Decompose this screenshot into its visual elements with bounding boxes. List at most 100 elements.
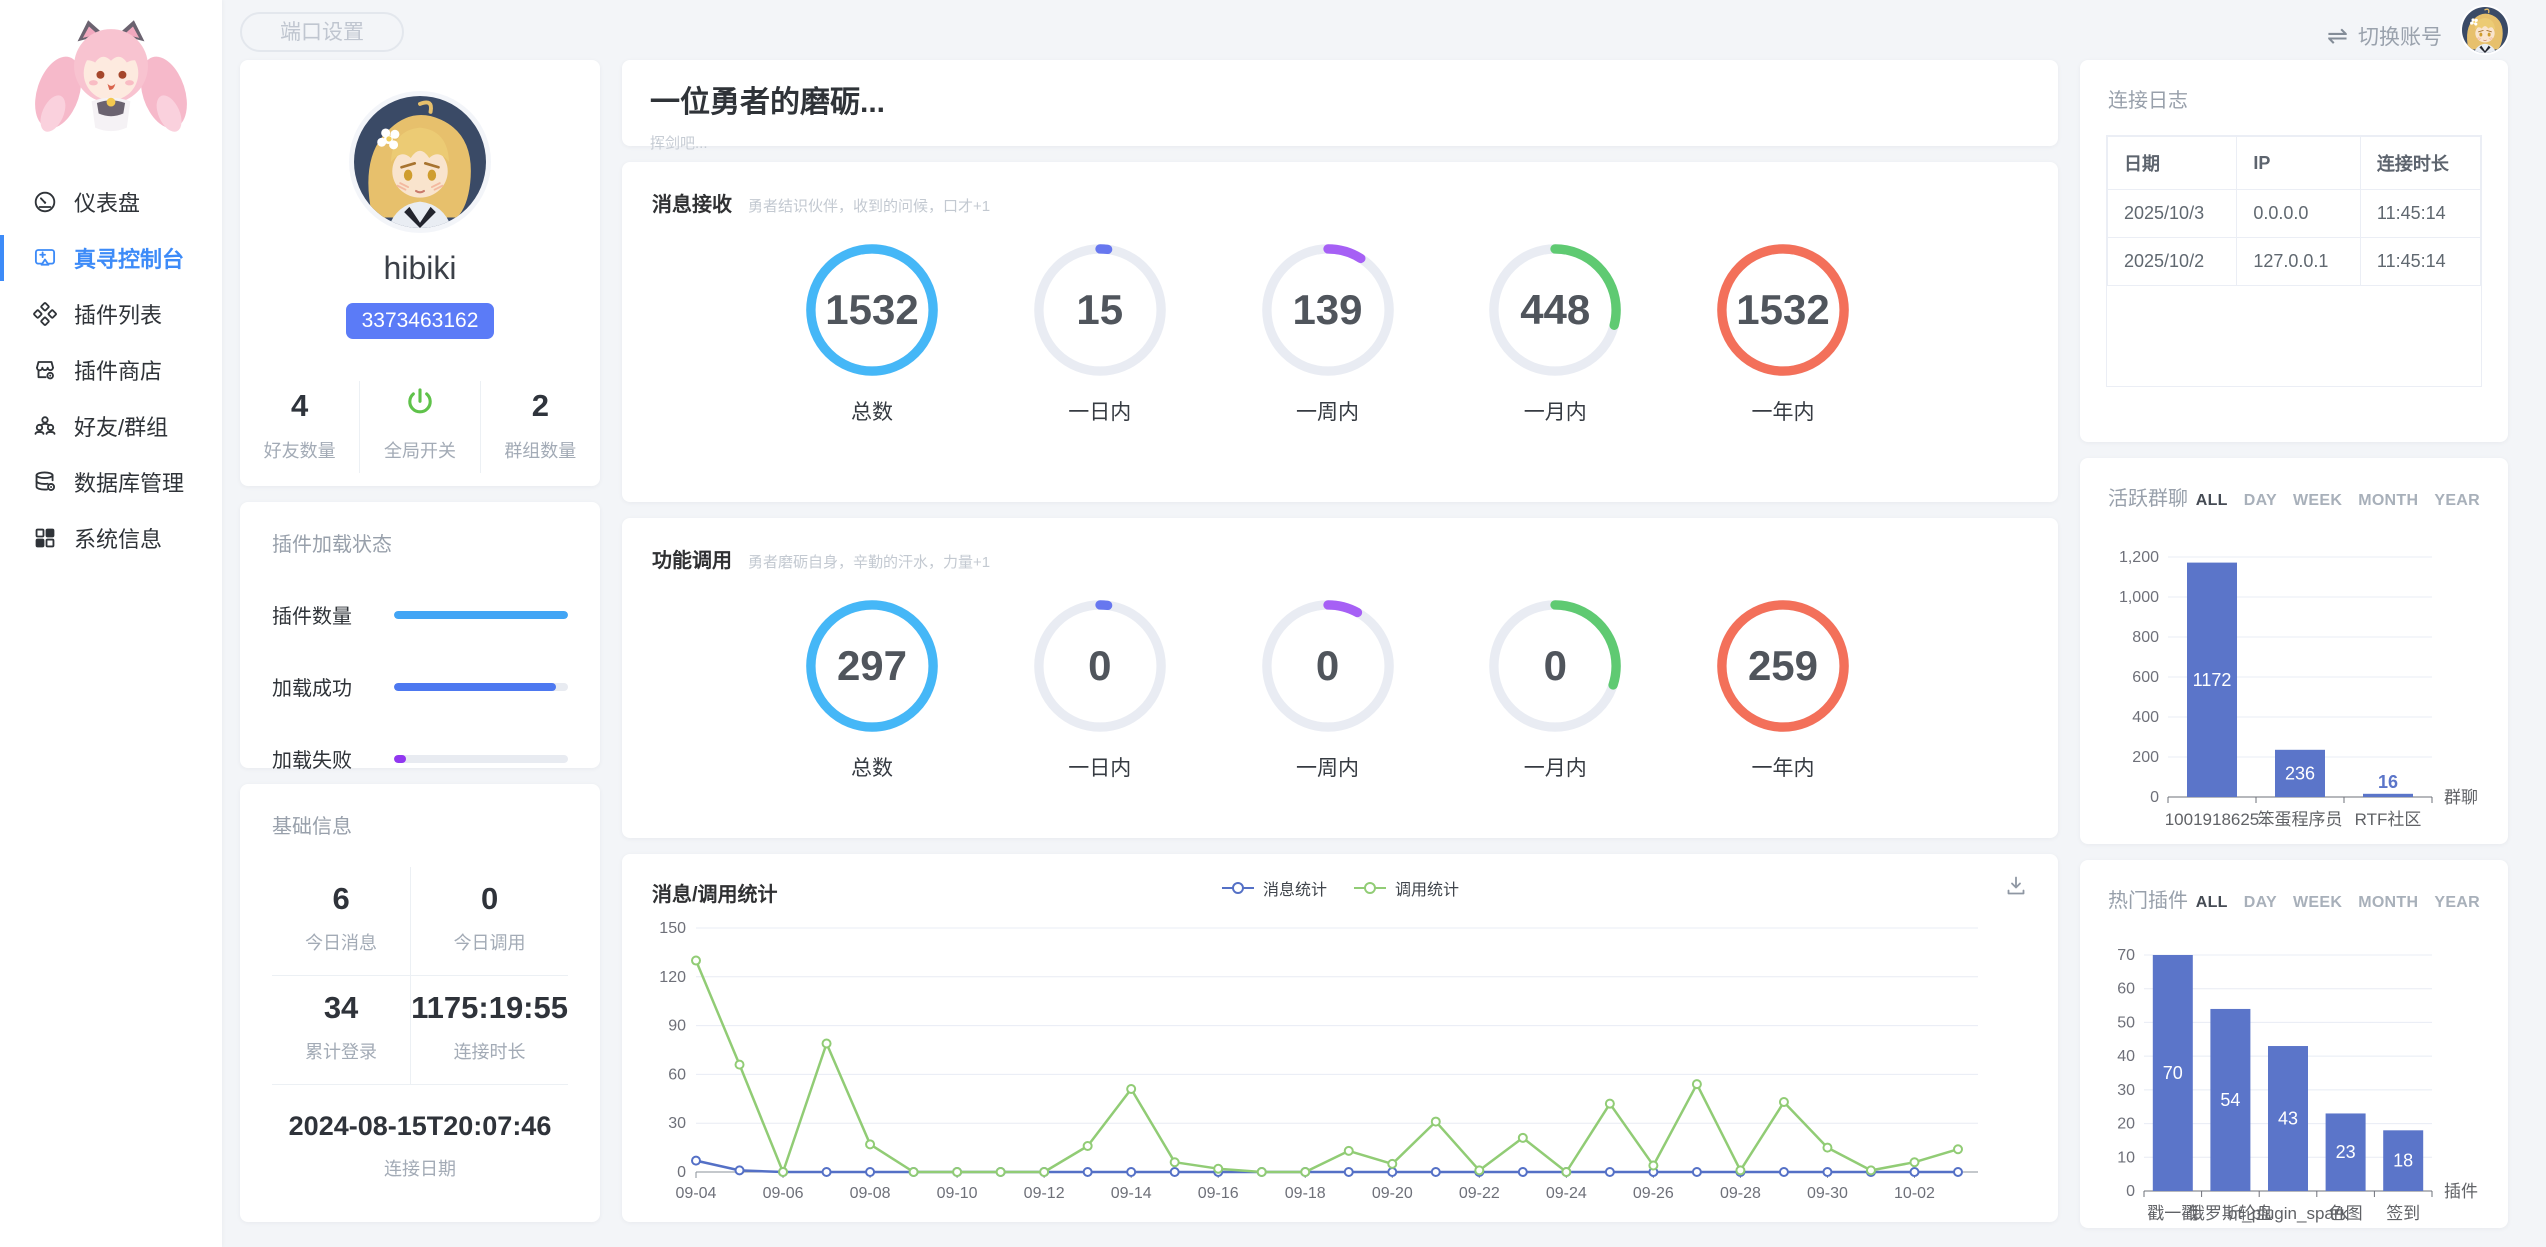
svg-text:16: 16 [2378,772,2398,792]
download-icon[interactable] [2004,874,2028,903]
switch-account-button[interactable]: ⇌ 切换账号 [2327,21,2442,51]
svg-text:23: 23 [2336,1142,2356,1162]
svg-text:18: 18 [2393,1151,2413,1171]
connection-log-title: 连接日志 [2108,90,2188,112]
svg-text:20: 20 [2117,1116,2135,1133]
sidebar-item-label: 仪表盘 [74,191,141,216]
legend-marker-icon [1221,882,1254,894]
trend-chart-title: 消息/调用统计 [652,884,778,906]
stat-ring: 448 一月内 [1475,241,1635,426]
progress-bar [394,610,568,619]
plugin-store-icon [32,357,58,383]
profile-name: hibiki [383,250,457,286]
hero-title: 一位勇者的磨砺... [650,86,886,119]
log-col-header: 连接时长 [2359,136,2481,190]
profile-stats: 4 好友数量全局开关 2 群组数量 [240,381,600,473]
tab-year[interactable]: YEAR [2434,492,2480,509]
svg-text:签到: 签到 [2386,1204,2420,1223]
sidebar-item-5[interactable]: 数据库管理 [0,454,222,510]
svg-text:插件: 插件 [2444,1182,2478,1201]
info-cell: 1175:19:55 连接时长 [411,976,568,1085]
profile-stat-2: 2 群组数量 [481,381,600,473]
table-row: 2025/10/3 0.0.0.0 11:45:14 [2107,189,2481,238]
stat-ring: 0 一日内 [1020,597,1180,782]
basic-info-grid: 6 今日消息 0 今日调用 34 累计登录 1175:19:55 连接时长 [272,867,568,1085]
global-switch[interactable]: 全局开关 [359,381,481,473]
sidebar-item-2[interactable]: 插件列表 [0,286,222,342]
legend-item[interactable]: 消息统计 [1221,876,1327,900]
plugin-list-icon [32,301,58,327]
svg-text:色图: 色图 [2329,1204,2363,1223]
svg-text:RTF社区: RTF社区 [2355,810,2422,829]
tab-month[interactable]: MONTH [2358,492,2419,509]
port-settings-button[interactable]: 端口设置 [240,12,404,52]
call-stats-title: 功能调用 [652,550,732,572]
svg-text:09-30: 09-30 [1807,1185,1848,1202]
legend-item[interactable]: 调用统计 [1353,876,1459,900]
database-icon [32,469,58,495]
sidebar-item-3[interactable]: 插件商店 [0,342,222,398]
sidebar-item-label: 好友/群组 [74,415,169,440]
tab-all[interactable]: ALL [2195,894,2228,911]
svg-text:1,000: 1,000 [2119,589,2159,606]
friends-icon [32,413,58,439]
tab-all[interactable]: ALL [2195,492,2228,509]
tab-day[interactable]: DAY [2243,894,2277,911]
svg-text:400: 400 [2132,709,2159,726]
power-icon [403,385,437,427]
tab-week[interactable]: WEEK [2292,492,2343,509]
tab-month[interactable]: MONTH [2358,894,2419,911]
message-stats-card: 消息接收 勇者结识伙伴，收到的问候，口才+1 1532 总数 15 一日内 139 一周内… [622,162,2058,502]
sidebar-item-4[interactable]: 好友/群组 [0,398,222,454]
svg-text:43: 43 [2278,1109,2298,1129]
stat-ring: 0 一月内 [1475,597,1635,782]
sidebar-item-label: 插件商店 [74,359,163,384]
svg-text:90: 90 [668,1018,686,1035]
svg-text:笨蛋程序员: 笨蛋程序员 [2258,810,2343,829]
call-stats-card: 功能调用 勇者磨砺自身，辛勤的汗水，力量+1 297 总数 0 一日内 0 一周内 0 一月内… [622,518,2058,838]
tab-week[interactable]: WEEK [2292,894,2343,911]
tab-day[interactable]: DAY [2243,492,2277,509]
sidebar-item-label: 真寻控制台 [74,247,185,272]
account-avatar[interactable] [2462,7,2508,53]
svg-text:群聊: 群聊 [2444,788,2478,807]
svg-text:0: 0 [2150,789,2159,806]
svg-text:800: 800 [2132,629,2159,646]
svg-text:40: 40 [2117,1048,2135,1065]
table-row: 2025/10/2 127.0.0.1 11:45:14 [2107,237,2481,286]
profile-stat-0: 4 好友数量 [240,381,359,473]
svg-text:236: 236 [2285,763,2315,783]
left-column: hibiki 3373463162 4 好友数量 全局开关 2 群组数量 插件加载状态 … [240,60,600,1228]
profile-stat-label: 全局开关 [383,441,456,461]
tab-year[interactable]: YEAR [2434,894,2480,911]
connect-date-label: 连接日期 [384,1159,456,1179]
svg-text:200: 200 [2132,749,2159,766]
svg-text:600: 600 [2132,669,2159,686]
status-row: 插件数量 [272,600,568,629]
svg-text:09-14: 09-14 [1111,1185,1152,1202]
info-cell: 6 今日消息 [272,867,412,976]
hot-plugins-title: 热门插件 [2108,890,2188,912]
sidebar-item-label: 插件列表 [74,303,163,328]
legend-marker-icon [1354,882,1386,894]
svg-text:1,200: 1,200 [2119,549,2159,566]
hot-plugins-card: 热门插件 ALL DAY WEEK MONTH YEAR 0 10 20 30 40 50 60 70… [2080,860,2508,1228]
sidebar-item-1[interactable]: 真寻控制台 [0,230,222,286]
sidebar-nav: 仪表盘真寻控制台插件列表插件商店好友/群组数据库管理系统信息 [0,174,222,566]
log-col-header: IP [2236,136,2361,190]
sidebar-item-0[interactable]: 仪表盘 [0,174,222,230]
svg-text:09-08: 09-08 [850,1185,891,1202]
status-row: 加载成功 [272,672,568,701]
center-column: 一位勇者的磨砺... 挥剑吧... 消息接收 勇者结识伙伴，收到的问候，口才+1… [622,60,2058,1228]
sidebar-item-6[interactable]: 系统信息 [0,510,222,566]
profile-stat-label: 群组数量 [504,441,577,461]
stat-ring: 139 一周内 [1248,241,1408,426]
sidebar-item-label: 系统信息 [74,527,163,552]
svg-text:09-18: 09-18 [1285,1185,1326,1202]
line-chart-svg: 0 30 60 90 120 150 09-04 09-06 09-08 09-10 09-12 09… [659,920,1978,1202]
swap-icon: ⇌ [2327,22,2348,50]
stat-ring: 0 一周内 [1248,597,1408,782]
svg-text:54: 54 [2220,1090,2240,1110]
system-info-icon [32,525,58,551]
message-rings: 1532 总数 15 一日内 139 一周内 448 一月内 1532 一年内 [622,217,2058,426]
